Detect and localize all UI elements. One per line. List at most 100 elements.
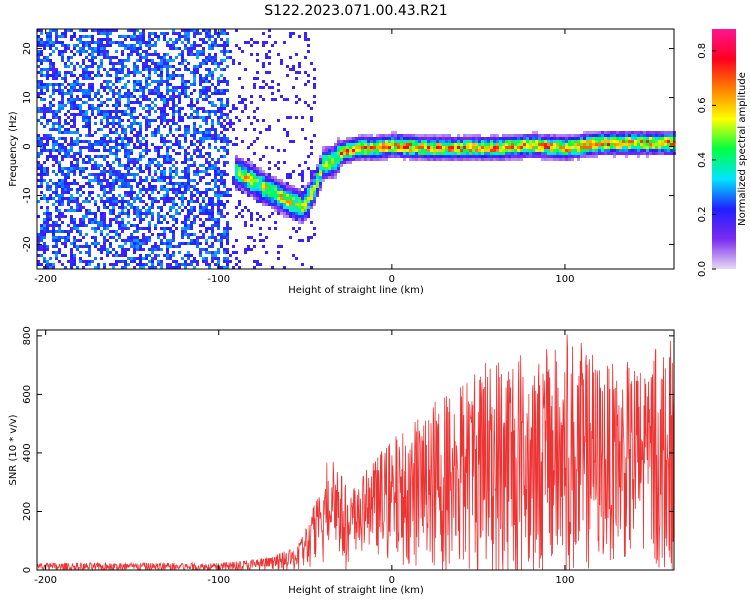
heatmap-cell	[175, 104, 178, 107]
heatmap-cell	[163, 194, 166, 197]
heatmap-cell	[76, 137, 79, 140]
heatmap-cell	[100, 50, 103, 53]
heatmap-cell	[121, 218, 124, 221]
heatmap-cell	[88, 44, 91, 47]
heatmap-cell	[175, 188, 178, 191]
heatmap-cell	[433, 143, 436, 146]
heatmap-cell	[127, 167, 130, 170]
heatmap-cell	[208, 128, 211, 131]
heatmap-cell	[82, 29, 85, 32]
heatmap-cell	[475, 152, 478, 155]
heatmap-cell	[193, 74, 196, 77]
heatmap-cell	[109, 56, 112, 59]
heatmap-cell	[148, 113, 151, 116]
heatmap-cell	[91, 218, 94, 221]
heatmap-cell	[241, 191, 244, 194]
heatmap-cell	[49, 188, 52, 191]
heatmap-cell	[313, 233, 316, 236]
heatmap-cell	[103, 227, 106, 230]
heatmap-cell	[100, 248, 103, 251]
heatmap-cell	[127, 191, 130, 194]
heatmap-cell	[208, 164, 211, 167]
heatmap-cell	[151, 143, 154, 146]
heatmap-cell	[112, 254, 115, 257]
heatmap-cell	[436, 137, 439, 140]
heatmap-cell	[400, 149, 403, 152]
heatmap-cell	[352, 158, 355, 161]
heatmap-cell	[361, 152, 364, 155]
heatmap-cell	[121, 71, 124, 74]
heatmap-cell	[340, 143, 343, 146]
heatmap-cell	[478, 149, 481, 152]
heatmap-cell	[610, 137, 613, 140]
heatmap-cell	[88, 179, 91, 182]
heatmap-cell	[76, 203, 79, 206]
heatmap-cell	[211, 197, 214, 200]
heatmap-cell	[58, 230, 61, 233]
heatmap-cell	[283, 209, 286, 212]
heatmap-cell	[130, 257, 133, 260]
heatmap-cell	[46, 200, 49, 203]
heatmap-cell	[208, 212, 211, 215]
heatmap-cell	[181, 62, 184, 65]
heatmap-cell	[73, 32, 76, 35]
heatmap-cell	[286, 182, 289, 185]
heatmap-cell	[103, 179, 106, 182]
heatmap-cell	[241, 161, 244, 164]
heatmap-cell	[307, 80, 310, 83]
heatmap-cell	[460, 155, 463, 158]
heatmap-cell	[274, 197, 277, 200]
heatmap-cell	[280, 209, 283, 212]
heatmap-cell	[151, 260, 154, 263]
heatmap-cell	[136, 263, 139, 266]
heatmap-cell	[211, 134, 214, 137]
heatmap-cell	[562, 137, 565, 140]
heatmap-cell	[79, 221, 82, 224]
heatmap-cell	[331, 176, 334, 179]
heatmap-cell	[37, 152, 40, 155]
heatmap-cell	[454, 155, 457, 158]
heatmap-cell	[568, 155, 571, 158]
heatmap-cell	[190, 185, 193, 188]
heatmap-cell	[67, 173, 70, 176]
heatmap-cell	[226, 194, 229, 197]
heatmap-cell	[136, 35, 139, 38]
heatmap-cell	[133, 146, 136, 149]
heatmap-cell	[64, 155, 67, 158]
heatmap-cell	[277, 197, 280, 200]
heatmap-cell	[109, 149, 112, 152]
heatmap-cell	[229, 110, 232, 113]
heatmap-cell	[145, 53, 148, 56]
heatmap-cell	[52, 224, 55, 227]
heatmap-cell	[58, 161, 61, 164]
heatmap-cell	[139, 35, 142, 38]
heatmap-cell	[70, 131, 73, 134]
heatmap-cell	[364, 158, 367, 161]
heatmap-cell	[646, 152, 649, 155]
heatmap-cell	[130, 161, 133, 164]
heatmap-cell	[85, 161, 88, 164]
heatmap-cell	[295, 95, 298, 98]
heatmap-cell	[271, 44, 274, 47]
heatmap-cell	[202, 206, 205, 209]
heatmap-cell	[361, 137, 364, 140]
heatmap-cell	[181, 107, 184, 110]
heatmap-cell	[175, 161, 178, 164]
heatmap-cell	[505, 149, 508, 152]
heatmap-cell	[250, 95, 253, 98]
heatmap-cell	[115, 176, 118, 179]
heatmap-cell	[313, 182, 316, 185]
heatmap-cell	[109, 137, 112, 140]
heatmap-cell	[223, 104, 226, 107]
heatmap-cell	[70, 101, 73, 104]
heatmap-cell	[46, 170, 49, 173]
heatmap-cell	[286, 203, 289, 206]
heatmap-cell	[514, 146, 517, 149]
heatmap-cell	[496, 149, 499, 152]
heatmap-cell	[151, 203, 154, 206]
heatmap-cell	[223, 161, 226, 164]
heatmap-cell	[604, 152, 607, 155]
heatmap-cell	[58, 149, 61, 152]
heatmap-cell	[52, 230, 55, 233]
heatmap-cell	[160, 116, 163, 119]
